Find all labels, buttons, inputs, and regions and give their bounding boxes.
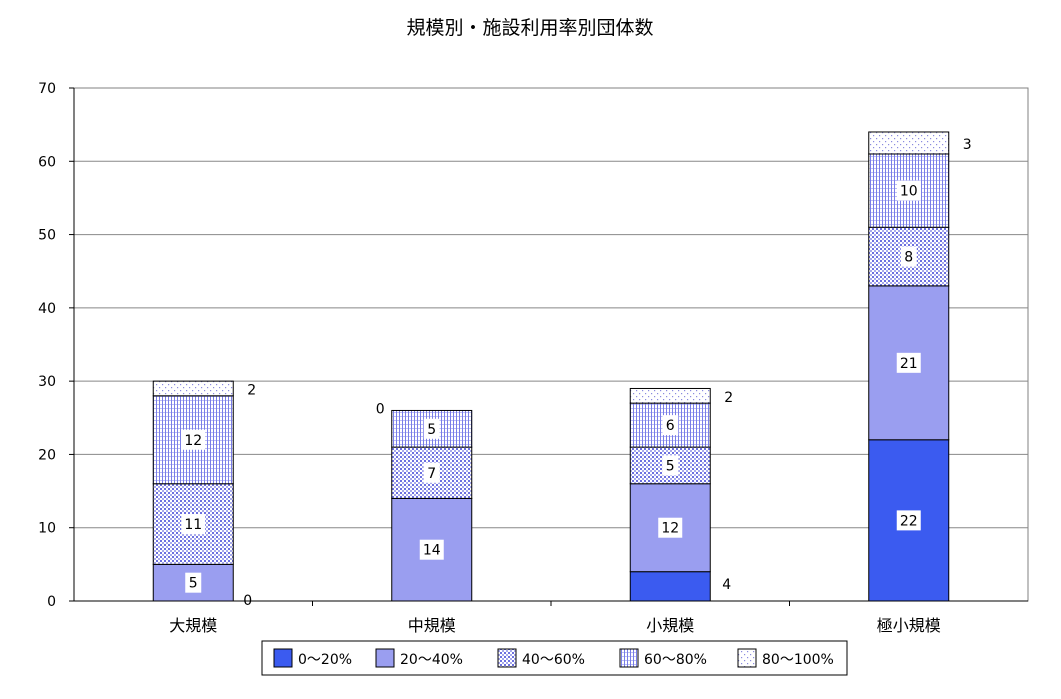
data-label: 2 bbox=[247, 382, 256, 398]
bar-segment bbox=[391, 446, 473, 499]
data-label: 5 bbox=[189, 576, 198, 592]
legend-swatch bbox=[497, 648, 517, 668]
bar-segment bbox=[152, 380, 234, 397]
legend: 0～20% 20～40% 40～60% 60～80% 80～100% bbox=[261, 640, 848, 676]
legend-label: 20～40% bbox=[400, 652, 463, 668]
data-label: 3 bbox=[963, 137, 972, 153]
legend-swatch bbox=[273, 648, 293, 668]
data-label: 4 bbox=[722, 577, 731, 593]
legend-label: 60～80% bbox=[644, 652, 707, 668]
data-label: 10 bbox=[900, 184, 918, 200]
y-tick-label: 10 bbox=[38, 521, 56, 537]
x-tick-label: 大規模 bbox=[169, 616, 217, 635]
x-tick-label: 中規模 bbox=[408, 616, 456, 635]
data-label: 7 bbox=[427, 466, 436, 482]
y-tick-label: 30 bbox=[38, 374, 56, 390]
data-label-box bbox=[419, 539, 444, 560]
legend-swatch bbox=[375, 648, 395, 668]
legend-item: 80～100% bbox=[737, 648, 834, 668]
data-label-box bbox=[896, 510, 921, 531]
data-label: 8 bbox=[904, 250, 913, 266]
legend-label: 80～100% bbox=[762, 652, 834, 668]
legend-label: 0～20% bbox=[298, 652, 352, 668]
data-label-box bbox=[423, 462, 440, 483]
y-tick-label: 40 bbox=[38, 301, 56, 317]
bar-segment bbox=[629, 571, 711, 602]
bar-segment bbox=[629, 387, 711, 404]
chart-title: 規模別・施設利用率別団体数 bbox=[406, 17, 653, 39]
data-label: 12 bbox=[184, 433, 202, 449]
legend-swatch bbox=[737, 648, 757, 668]
data-label: 22 bbox=[900, 513, 918, 529]
legend-item: 20～40% bbox=[375, 648, 463, 668]
data-label-box bbox=[181, 429, 206, 450]
data-label-box bbox=[900, 246, 917, 267]
y-tick-label: 60 bbox=[38, 154, 56, 170]
y-tick-label: 50 bbox=[38, 228, 56, 244]
data-label-box bbox=[181, 514, 206, 535]
x-tick-label: 小規模 bbox=[646, 616, 694, 635]
data-label: 12 bbox=[661, 521, 679, 537]
data-label: 5 bbox=[427, 422, 436, 438]
data-label-box bbox=[658, 517, 683, 538]
data-label: 0 bbox=[376, 401, 385, 417]
y-tick-label: 0 bbox=[47, 594, 56, 610]
data-label-box bbox=[896, 352, 921, 373]
data-label: 0 bbox=[243, 593, 252, 609]
data-label-box bbox=[185, 572, 202, 593]
legend-item: 40～60% bbox=[497, 648, 585, 668]
data-label: 2 bbox=[724, 390, 733, 406]
legend-item: 0～20% bbox=[273, 648, 352, 668]
data-label: 21 bbox=[900, 356, 918, 372]
data-label-box bbox=[662, 415, 679, 436]
data-label: 14 bbox=[423, 543, 441, 559]
data-label: 6 bbox=[666, 418, 675, 434]
plot-area: 010203040506070511122大規模14750中規模412562小規… bbox=[38, 81, 1029, 635]
legend-swatch bbox=[619, 648, 639, 668]
data-label: 11 bbox=[184, 517, 202, 533]
y-tick-label: 70 bbox=[38, 81, 56, 97]
legend-item: 60～80% bbox=[619, 648, 707, 668]
bar-segment bbox=[868, 131, 950, 155]
data-label-box bbox=[423, 418, 440, 439]
data-label: 5 bbox=[666, 458, 675, 474]
legend-label: 40～60% bbox=[522, 652, 585, 668]
y-tick-label: 20 bbox=[38, 447, 56, 463]
x-tick-label: 極小規模 bbox=[877, 616, 941, 635]
data-label-box bbox=[896, 180, 921, 201]
data-label-box bbox=[662, 455, 679, 476]
